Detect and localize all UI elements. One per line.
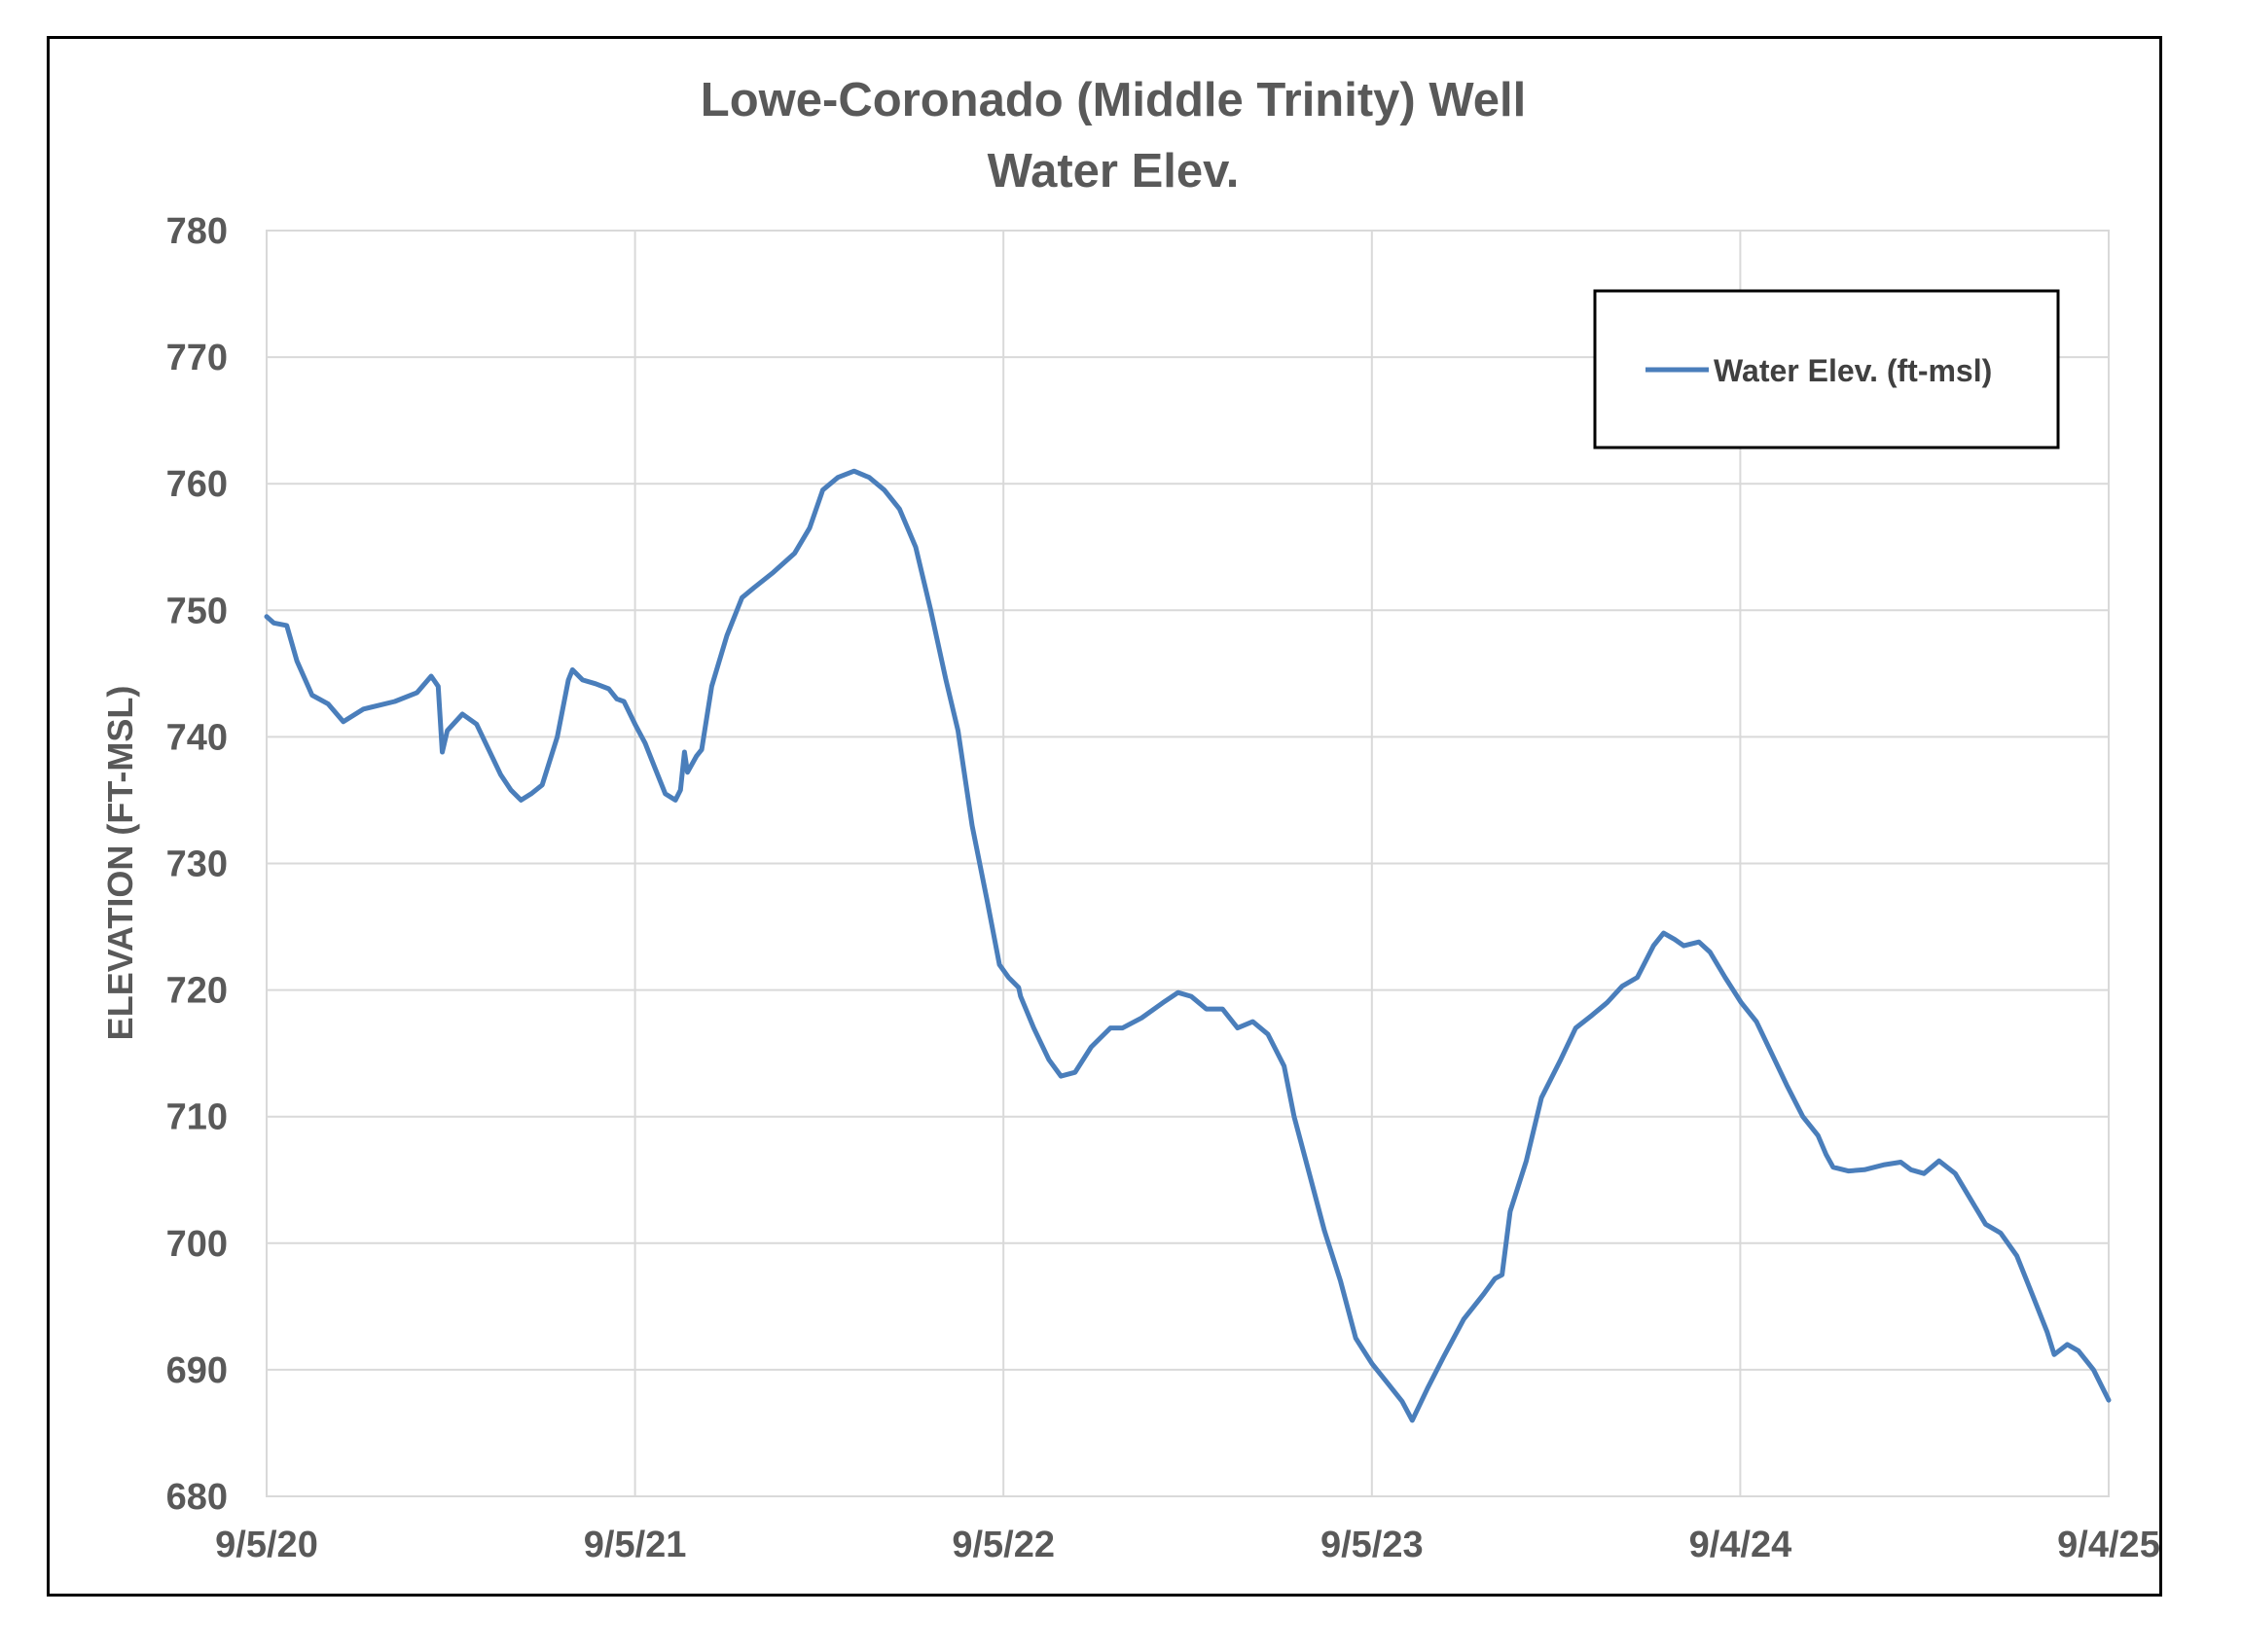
legend-label: Water Elev. (ft-msl) xyxy=(1714,353,1992,388)
legend: Water Elev. (ft-msl) xyxy=(1593,289,2060,449)
y-tick-label: 710 xyxy=(166,1097,228,1138)
chart-frame: Lowe-Coronado (Middle Trinity) Well Wate… xyxy=(47,36,2162,1597)
x-tick-label: 9/5/23 xyxy=(1320,1525,1424,1565)
chart-title-line-1: Lowe-Coronado (Middle Trinity) Well xyxy=(701,74,1526,126)
y-axis-ticks: 680 690 700 710 720 730 740 750 760 770 780 xyxy=(166,211,228,1518)
x-tick-label: 9/4/24 xyxy=(1689,1525,1792,1565)
y-tick-label: 690 xyxy=(166,1350,228,1391)
y-axis-label: ELEVATION (FT-MSL) xyxy=(100,686,140,1041)
line-chart: Lowe-Coronado (Middle Trinity) Well Wate… xyxy=(100,74,2159,1565)
x-tick-label: 9/4/25 xyxy=(2057,1525,2159,1565)
y-tick-label: 740 xyxy=(166,717,228,758)
y-tick-label: 770 xyxy=(166,338,228,378)
plot-area xyxy=(266,230,2110,1497)
chart-title-line-2: Water Elev. xyxy=(988,145,1240,198)
y-tick-label: 730 xyxy=(166,844,228,885)
x-axis-ticks: 9/5/20 9/5/21 9/5/22 9/5/23 9/4/24 9/4/25 xyxy=(215,1525,2159,1565)
y-tick-label: 680 xyxy=(166,1477,228,1518)
x-tick-label: 9/5/20 xyxy=(215,1525,318,1565)
y-tick-label: 760 xyxy=(166,464,228,505)
x-tick-label: 9/5/21 xyxy=(584,1525,687,1565)
series-line-water-elev xyxy=(264,468,2112,1423)
x-tick-label: 9/5/22 xyxy=(952,1525,1055,1565)
y-tick-label: 750 xyxy=(166,591,228,631)
y-tick-label: 700 xyxy=(166,1224,228,1265)
y-tick-label: 780 xyxy=(166,211,228,252)
y-tick-label: 720 xyxy=(166,971,228,1012)
